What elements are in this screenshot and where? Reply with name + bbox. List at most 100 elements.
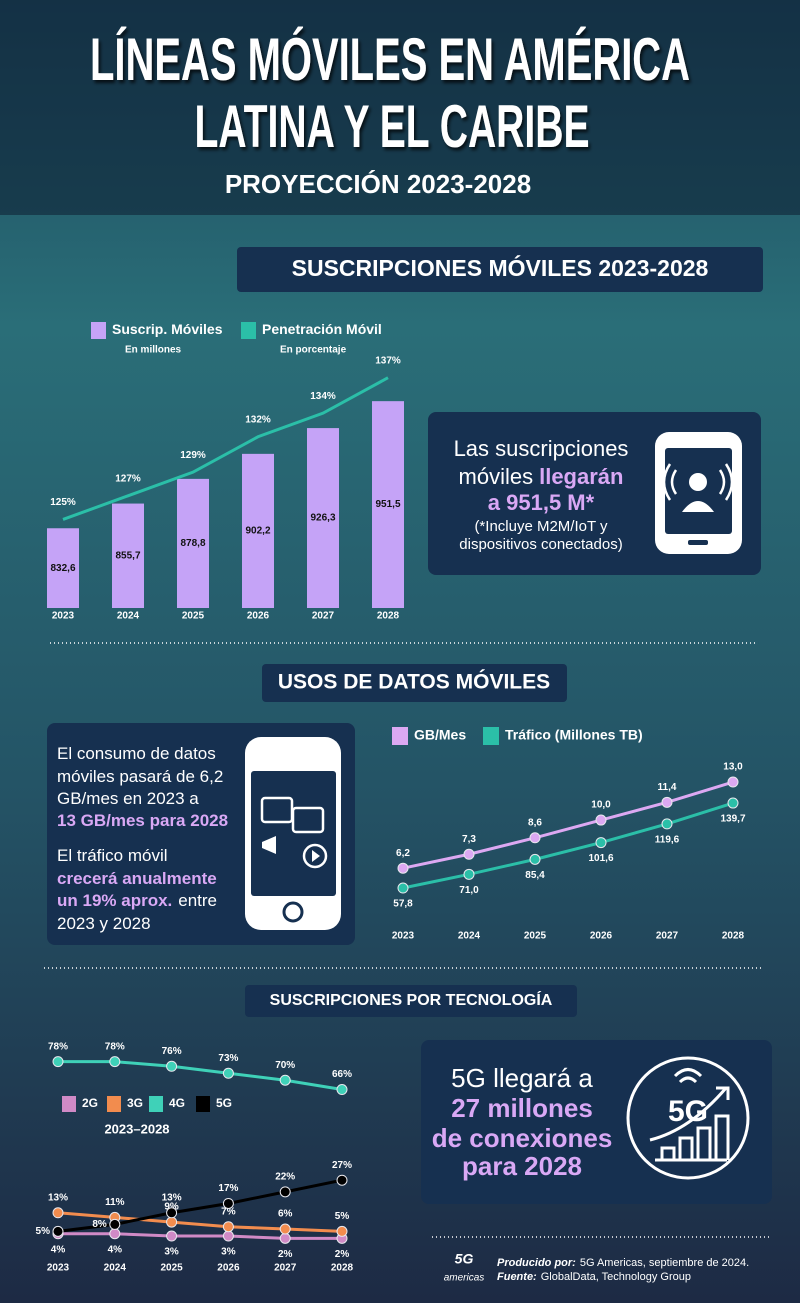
bar bbox=[307, 428, 339, 608]
panel-box bbox=[421, 1040, 772, 1204]
point bbox=[222, 1197, 234, 1209]
x-tick-label: 2028 bbox=[377, 611, 400, 622]
x-tick-label: 2024 bbox=[458, 931, 481, 942]
point bbox=[166, 1060, 178, 1072]
x-tick-label: 2023 bbox=[47, 1263, 70, 1274]
data-label: 2% bbox=[278, 1249, 293, 1260]
bar-label: 902,2 bbox=[245, 526, 270, 537]
data-label: 137% bbox=[375, 355, 401, 366]
x-tick-label: 2028 bbox=[331, 1263, 354, 1274]
data-label: 125% bbox=[50, 497, 76, 508]
point bbox=[529, 832, 541, 844]
logo: 5G bbox=[455, 1251, 474, 1267]
point bbox=[595, 837, 607, 849]
5g-icon bbox=[626, 1056, 750, 1180]
data-label: 76% bbox=[162, 1046, 182, 1057]
x-tick-label: 2025 bbox=[160, 1263, 183, 1274]
legend-label: Suscrip. Móviles bbox=[112, 321, 223, 337]
header-band bbox=[0, 0, 800, 215]
panel-text-segment: Las suscripciones bbox=[454, 436, 629, 461]
point bbox=[52, 1056, 64, 1068]
panel-text: a 951,5 M* bbox=[488, 490, 595, 515]
panel-text: móviles pasará de 6,2 bbox=[57, 767, 223, 786]
point bbox=[52, 1225, 64, 1237]
title: LÍNEAS MÓVILES EN AMÉRICA bbox=[90, 26, 690, 93]
section-heading-box bbox=[262, 664, 567, 702]
data-label: 3% bbox=[164, 1247, 179, 1258]
line bbox=[57, 1211, 343, 1233]
legend-label: 5G bbox=[216, 1096, 232, 1110]
line bbox=[58, 1060, 343, 1092]
point bbox=[52, 1207, 64, 1219]
logo: americas bbox=[444, 1273, 485, 1284]
panel-text-segment: a 951,5 M* bbox=[488, 490, 595, 515]
point bbox=[661, 818, 673, 830]
x-tick-label: 2025 bbox=[182, 611, 205, 622]
x-tick-label: 2026 bbox=[217, 1263, 240, 1274]
data-label: 101,6 bbox=[588, 853, 613, 864]
data-label: 27% bbox=[332, 1160, 352, 1171]
point bbox=[279, 1074, 291, 1086]
data-label: 9% bbox=[164, 1202, 179, 1213]
bar-label: 878,8 bbox=[180, 538, 205, 549]
legend-swatch bbox=[196, 1096, 210, 1112]
panel-text: GB/mes en 2023 a bbox=[57, 789, 199, 808]
data-label: 127% bbox=[115, 473, 141, 484]
panel-text: El tráfico móvil bbox=[57, 846, 168, 865]
x-tick-label: 2025 bbox=[524, 931, 547, 942]
section-heading-box bbox=[237, 247, 763, 292]
legend-swatch bbox=[107, 1096, 121, 1112]
data-label: 8% bbox=[92, 1219, 107, 1230]
line bbox=[62, 376, 389, 521]
data-label: 132% bbox=[245, 414, 271, 425]
data-label: 22% bbox=[275, 1171, 295, 1182]
panel-text-segment: de conexiones bbox=[432, 1123, 613, 1153]
data-label: 17% bbox=[218, 1183, 238, 1194]
panel-text-segment: crecerá anualmente bbox=[57, 869, 217, 888]
point bbox=[595, 814, 607, 826]
panel-text-segment: 13 GB/mes para 2028 bbox=[57, 811, 228, 830]
legend-swatch bbox=[483, 727, 499, 745]
phone-icon bbox=[655, 432, 742, 554]
x-tick-label: 2026 bbox=[590, 931, 613, 942]
panel-text: El consumo de datos bbox=[57, 744, 216, 763]
data-label: 73% bbox=[218, 1053, 238, 1064]
x-tick-label: 2027 bbox=[274, 1263, 297, 1274]
panel-text-segment: 27 millones bbox=[451, 1093, 593, 1123]
point bbox=[166, 1216, 178, 1228]
icon-label: 5G bbox=[668, 1095, 708, 1128]
point bbox=[109, 1218, 121, 1230]
x-tick-label: 2027 bbox=[656, 931, 679, 942]
data-label: 10,0 bbox=[591, 800, 611, 811]
point bbox=[661, 796, 673, 808]
x-tick-label: 2023 bbox=[392, 931, 415, 942]
panel-text: 2023 y 2028 bbox=[57, 914, 151, 933]
data-label: 85,4 bbox=[525, 870, 545, 881]
footer-value: 5G Americas, septiembre de 2024. bbox=[580, 1257, 749, 1269]
point bbox=[222, 1067, 234, 1079]
panel-text-segment: para 2028 bbox=[462, 1151, 582, 1181]
panel-text-segment: un 19% aprox. bbox=[57, 891, 172, 910]
footer-label: Producido por: bbox=[497, 1257, 576, 1269]
legend-swatch bbox=[149, 1096, 163, 1112]
data-label: 4% bbox=[108, 1244, 123, 1255]
data-label: 4% bbox=[51, 1244, 66, 1255]
bar-label: 832,6 bbox=[50, 563, 75, 574]
footer-text: Producido por: 5G Americas, septiembre de… bbox=[497, 1257, 749, 1269]
legend-label: 3G bbox=[127, 1096, 143, 1110]
bar bbox=[242, 453, 274, 608]
legend-label: 4G bbox=[169, 1096, 185, 1110]
panel-text-segment: (*Incluye M2M/IoT y bbox=[474, 518, 608, 535]
data-label: 134% bbox=[310, 391, 336, 402]
panel-text-segment: llegarán bbox=[539, 464, 623, 489]
point bbox=[279, 1223, 291, 1235]
x-tick-label: 2023 bbox=[52, 611, 75, 622]
panel-text: Las suscripciones bbox=[454, 436, 629, 461]
point bbox=[279, 1186, 291, 1198]
panel-text-segment: móviles bbox=[459, 464, 534, 489]
point bbox=[397, 862, 409, 874]
panel-text-segment: GB/mes en 2023 a bbox=[57, 789, 199, 808]
panel-text-segment: entre bbox=[178, 891, 217, 910]
point bbox=[336, 1084, 348, 1096]
point bbox=[166, 1230, 178, 1242]
